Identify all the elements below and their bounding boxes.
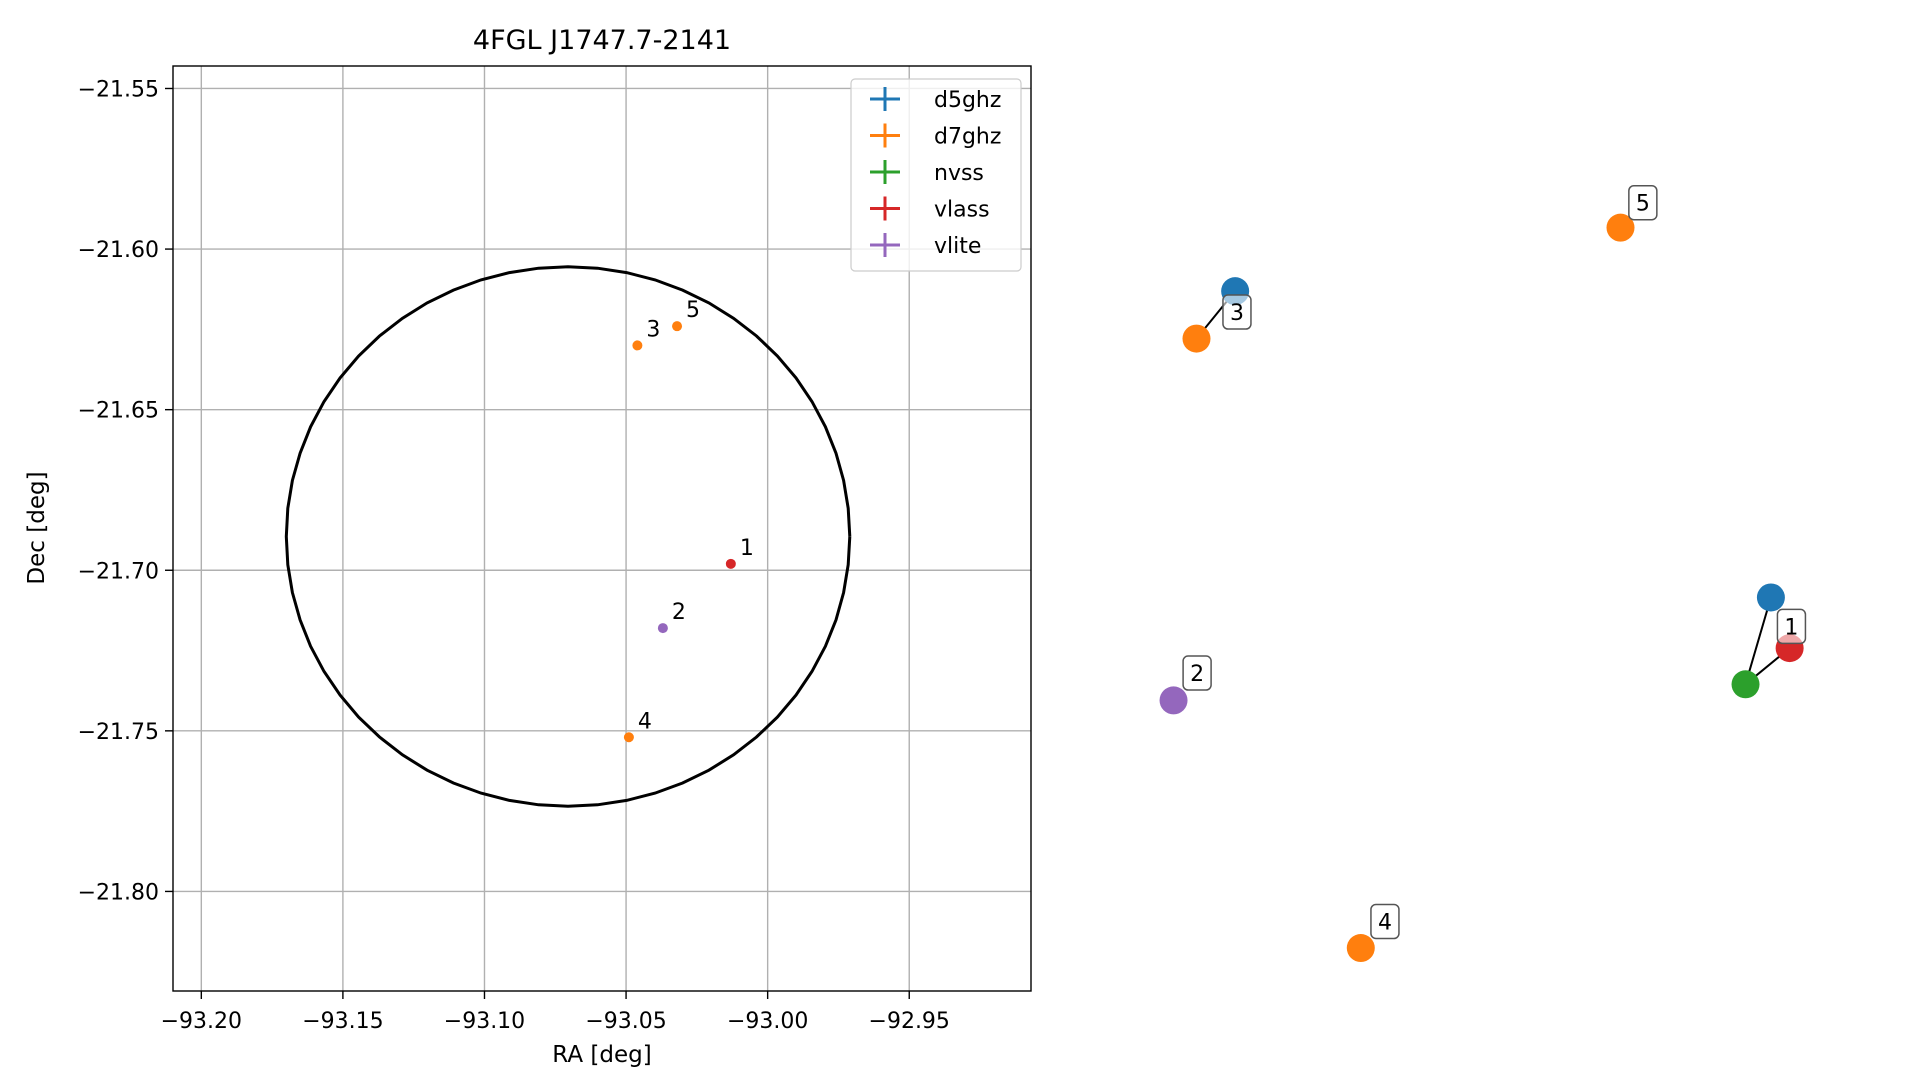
- legend-entry: vlite: [870, 233, 981, 259]
- grid: [173, 66, 1031, 991]
- y-tick-label: −21.75: [78, 720, 159, 745]
- y-tick-label: −21.55: [78, 77, 159, 102]
- localization-ellipse: [284, 265, 852, 808]
- source-point-label: 1: [740, 536, 754, 561]
- x-tick-label: −93.10: [444, 1009, 525, 1034]
- x-tick-label: −93.15: [302, 1009, 383, 1034]
- legend-entry: nvss: [870, 160, 984, 186]
- graph-label: 2: [1182, 655, 1212, 691]
- ellipse-outline: [284, 265, 852, 808]
- graph-node: [1346, 934, 1375, 963]
- source-point: [657, 623, 668, 634]
- graph-label: 1: [1776, 608, 1807, 645]
- y-tick-label: −21.60: [78, 238, 159, 263]
- graph-label-box: [1628, 184, 1658, 221]
- graph-label-box: [1370, 903, 1400, 940]
- axis-ticks: −93.20 −93.15 −93.10 −93.05 −93.00 −92.95 −21.…: [78, 77, 950, 1034]
- graph-node: [1182, 324, 1211, 353]
- graph-label-text: 5: [1636, 192, 1650, 217]
- graph-label: 5: [1628, 184, 1658, 221]
- y-tick-label: −21.70: [78, 559, 159, 584]
- source-point-label: 3: [646, 317, 660, 342]
- legend-label: vlite: [934, 234, 981, 259]
- graph-label-text: 2: [1190, 662, 1204, 687]
- graph-label-text: 1: [1784, 615, 1798, 640]
- x-axis-label: RA [deg]: [552, 1042, 651, 1068]
- graph-label-text: 4: [1378, 910, 1392, 935]
- legend-frame: [850, 78, 1022, 272]
- source-points: 5 3 1 2 4: [623, 298, 754, 743]
- y-axis-label: Dec [deg]: [24, 471, 50, 584]
- source-point: [672, 321, 683, 332]
- x-tick-label: −93.00: [727, 1009, 808, 1034]
- legend-label: d5ghz: [934, 88, 1001, 113]
- legend-label: nvss: [934, 161, 984, 186]
- graph-label-text: 3: [1230, 301, 1244, 326]
- source-point: [725, 558, 736, 569]
- graph-edge: [1744, 597, 1772, 685]
- legend: d5ghz d7ghz nvss vlass vlite: [850, 78, 1022, 272]
- graph-node: [1756, 583, 1785, 612]
- legend-entry: d5ghz: [870, 87, 1001, 113]
- graph-label-box: [1182, 655, 1212, 691]
- x-tick-label: −93.20: [161, 1009, 242, 1034]
- sky-plot: 5 3 1 2 4 −93.20 −93.15 −93.10 −93.05 −93.00 −92.…: [24, 25, 1032, 1068]
- graph-label-box: [1776, 608, 1807, 645]
- legend-label: vlass: [934, 198, 990, 223]
- graph-node: [1159, 686, 1188, 715]
- graph-labels: 5 3 1 2 4: [1182, 184, 1807, 940]
- legend-entry: vlass: [870, 196, 990, 223]
- source-point: [623, 732, 634, 743]
- chart-title: 4FGL J1747.7-2141: [473, 25, 731, 56]
- source-point-label: 2: [672, 600, 686, 625]
- source-point-label: 4: [638, 709, 652, 734]
- crossmatch-graph: 5 3 1 2 4: [1159, 184, 1807, 963]
- graph-label: 4: [1370, 903, 1400, 940]
- graph-label-box: [1222, 294, 1252, 330]
- legend-entry: d7ghz: [870, 123, 1001, 150]
- legend-items: d5ghz d7ghz nvss vlass vlite: [870, 87, 1001, 259]
- graph-node: [1731, 670, 1760, 699]
- y-tick-label: −21.65: [78, 399, 159, 424]
- source-point-label: 5: [686, 298, 700, 323]
- plot-frame: [172, 65, 1032, 992]
- y-tick-label: −21.80: [78, 880, 159, 905]
- graph-node: [1606, 213, 1635, 242]
- x-tick-label: −93.05: [585, 1009, 666, 1034]
- graph-label: 3: [1222, 294, 1252, 330]
- legend-label: d7ghz: [934, 125, 1001, 150]
- source-point: [632, 340, 643, 351]
- x-tick-label: −92.95: [869, 1009, 950, 1034]
